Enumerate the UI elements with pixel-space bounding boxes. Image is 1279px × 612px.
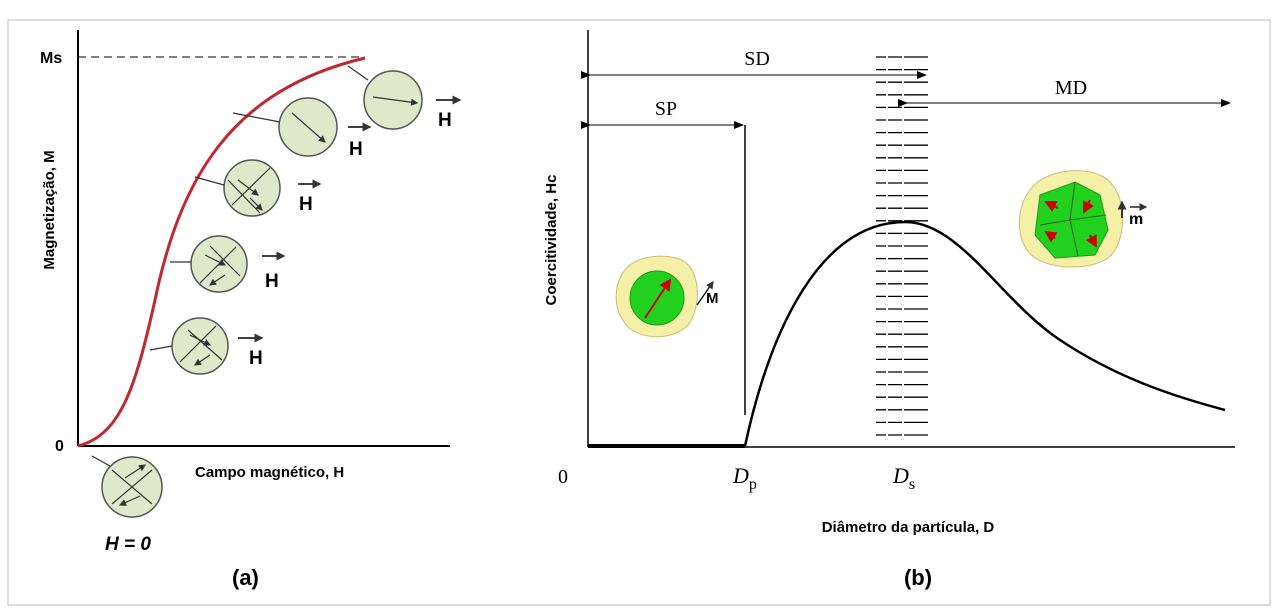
origin-label: 0 xyxy=(55,438,64,455)
ds-label: Ds xyxy=(892,463,915,493)
panel-a: Ms 0 Magnetização, M Campo magnético, H … xyxy=(40,30,460,590)
domain-circle xyxy=(172,318,228,374)
ds-hatch xyxy=(876,57,928,435)
md-label: MD xyxy=(1055,77,1087,99)
y-axis-label: Magnetização, M xyxy=(41,150,58,269)
field-label: H xyxy=(265,271,279,292)
origin-label: 0 xyxy=(558,466,568,488)
sd-label: SD xyxy=(744,48,770,70)
field-label: H xyxy=(349,139,363,160)
saturation-label: Ms xyxy=(40,50,62,67)
y-axis-label: Coercitividade, Hc xyxy=(543,175,560,306)
x-axis-label: Diâmetro da partícula, D xyxy=(822,519,995,536)
panel-b: SD SP MD 0 Dp Ds Coercitividade, Hc Diâm… xyxy=(543,30,1235,590)
field-label: H xyxy=(249,348,263,369)
zero-field-label: H = 0 xyxy=(105,534,151,555)
x-axis-label: Campo magnético, H xyxy=(195,464,344,481)
domain-circle xyxy=(224,160,280,216)
dp-subscript: p xyxy=(749,476,757,493)
single-domain-particle: M xyxy=(616,256,718,337)
sp-label: SP xyxy=(655,98,677,120)
panel-label: (a) xyxy=(232,565,259,590)
field-label: H xyxy=(299,194,313,215)
ds-symbol: D xyxy=(892,463,909,488)
moment-label: M xyxy=(706,290,719,307)
dp-symbol: D xyxy=(732,463,749,488)
ds-subscript: s xyxy=(909,476,915,493)
moment-label: m xyxy=(1129,211,1143,228)
panel-label: (b) xyxy=(904,565,932,590)
dp-label: Dp xyxy=(732,463,757,493)
coercivity-curve xyxy=(745,222,1225,446)
figure: Ms 0 Magnetização, M Campo magnético, H … xyxy=(0,0,1279,612)
field-label: H xyxy=(438,110,452,131)
multi-domain-particle: m xyxy=(1019,171,1146,267)
